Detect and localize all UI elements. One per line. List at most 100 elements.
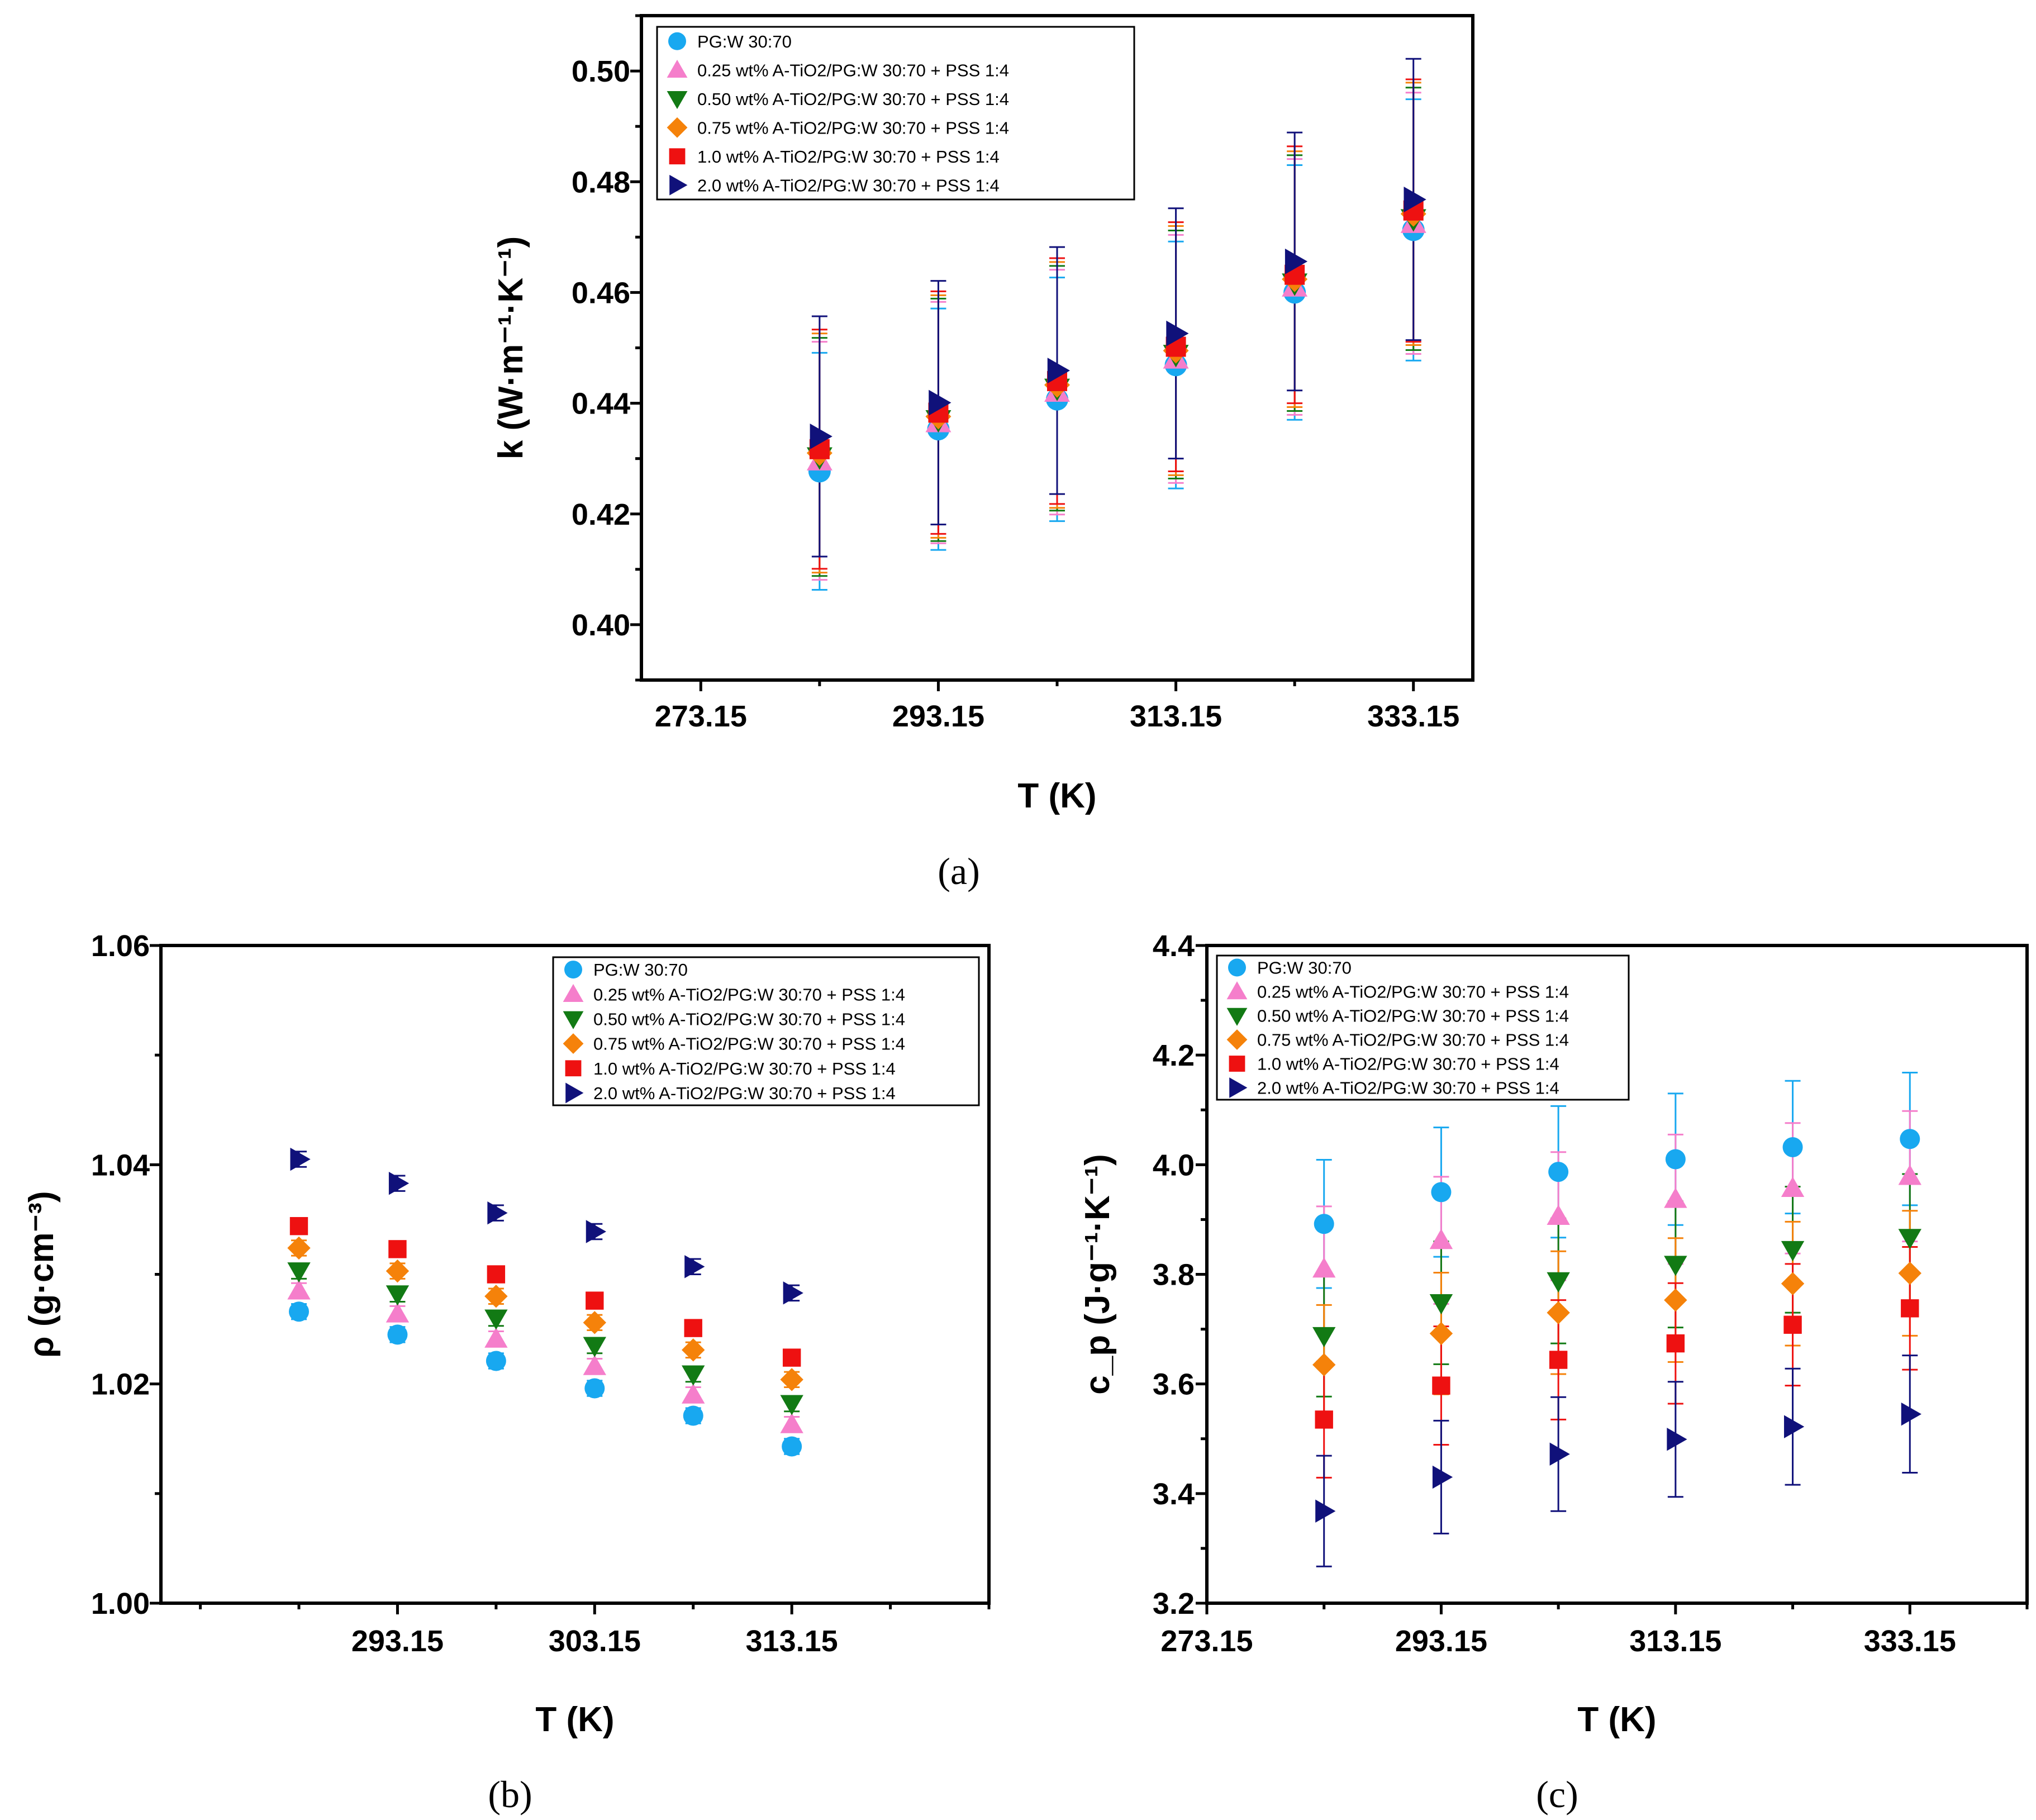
data-point	[386, 1259, 410, 1283]
series-markers-1	[1314, 1129, 1920, 1234]
series-markers-5	[809, 200, 1424, 459]
data-point	[388, 1240, 407, 1258]
legend-marker	[669, 148, 686, 165]
data-point	[783, 1281, 803, 1305]
data-point	[1547, 1272, 1570, 1292]
y-axis-title: ρ (g·cm⁻³)	[22, 1191, 61, 1357]
data-point	[484, 1309, 508, 1330]
legend-marker	[563, 1033, 584, 1054]
data-point	[1431, 1182, 1452, 1203]
data-point	[1548, 1162, 1569, 1182]
x-tick-label: 333.15	[1864, 1624, 1956, 1658]
data-point	[1315, 1499, 1336, 1523]
data-point	[1315, 1410, 1333, 1429]
data-point	[1429, 1322, 1453, 1346]
data-point	[1429, 1294, 1453, 1315]
legend-label: 0.25 wt% A-TiO2/PG:W 30:70 + PSS 1:4	[1257, 982, 1569, 1002]
legend-marker	[667, 59, 688, 78]
series-3	[1316, 1173, 1918, 1398]
data-point	[684, 1255, 705, 1279]
series-markers-3	[1312, 1229, 1921, 1348]
y-tick-label: 0.48	[572, 165, 630, 199]
y-tick-label: 1.04	[91, 1148, 150, 1182]
series-4	[1316, 1210, 1918, 1425]
legend-label: 0.50 wt% A-TiO2/PG:W 30:70 + PSS 1:4	[1257, 1006, 1569, 1026]
data-point	[1432, 1376, 1450, 1395]
series-markers-4	[287, 1236, 803, 1391]
legend-marker	[667, 91, 688, 110]
legend: PG:W 30:70 0.25 wt% A-TiO2/PG:W 30:70 + P…	[1216, 954, 1630, 1101]
y-tick-label: 0.50	[572, 55, 630, 88]
data-point	[1404, 186, 1426, 212]
data-point	[1667, 1428, 1687, 1451]
data-point	[1547, 1301, 1570, 1324]
data-point	[782, 1436, 802, 1457]
data-point	[388, 1171, 410, 1195]
data-point	[1166, 320, 1189, 346]
y-tick-label: 3.2	[1153, 1587, 1195, 1621]
data-point	[1901, 1299, 1919, 1318]
data-point	[1312, 1327, 1336, 1348]
panel-caption: (c)	[1536, 1773, 1578, 1816]
y-axis: 3.2 3.4 3.6 3.8 4.0 4.2 4.4	[1153, 929, 1207, 1621]
x-tick-label: 313.15	[746, 1624, 838, 1658]
legend-marker	[563, 983, 584, 1002]
series-markers-4	[1312, 1261, 1921, 1377]
data-point	[1665, 1149, 1686, 1170]
series-markers-4	[806, 201, 1426, 466]
series-markers-6	[1315, 1402, 1921, 1523]
data-point	[287, 1279, 311, 1300]
legend-label: 0.25 wt% A-TiO2/PG:W 30:70 + PSS 1:4	[697, 60, 1009, 80]
data-point	[1783, 1315, 1802, 1334]
data-point	[682, 1338, 705, 1362]
data-point	[586, 1220, 606, 1243]
x-axis: 273.15 293.15 313.15 333.15	[655, 680, 1459, 733]
legend-marker	[563, 1011, 584, 1029]
data-point	[780, 1368, 803, 1391]
data-point	[1312, 1353, 1336, 1377]
data-point	[1314, 1214, 1334, 1234]
data-point	[290, 1147, 311, 1171]
data-point	[584, 1378, 605, 1399]
data-point	[929, 389, 952, 416]
data-point	[1898, 1229, 1921, 1249]
data-point	[484, 1285, 508, 1308]
y-tick-label: 4.4	[1153, 929, 1195, 963]
series-markers-3	[287, 1262, 803, 1415]
y-tick-label: 3.6	[1153, 1368, 1195, 1401]
x-axis: 293.15 303.15 313.15	[199, 1603, 991, 1658]
x-tick-label: 333.15	[1367, 700, 1459, 733]
data-point	[486, 1351, 506, 1371]
legend-marker	[1229, 1077, 1248, 1098]
series-1	[1316, 1072, 1918, 1289]
data-point	[1781, 1241, 1805, 1262]
legend-label: 2.0 wt% A-TiO2/PG:W 30:70 + PSS 1:4	[593, 1084, 896, 1103]
series-markers-5	[1315, 1299, 1919, 1429]
y-tick-label: 0.44	[572, 387, 630, 421]
legend-marker	[1228, 958, 1246, 977]
y-axis-title: k (W·m⁻¹·K⁻¹)	[492, 236, 530, 459]
series-markers-6	[290, 1147, 803, 1305]
series-markers-5	[289, 1216, 801, 1367]
data-point	[1549, 1351, 1568, 1369]
data-point	[386, 1285, 410, 1306]
data-point	[583, 1337, 606, 1357]
x-tick-label: 293.15	[351, 1624, 444, 1658]
data-point	[487, 1265, 506, 1284]
y-axis: 1.00 1.02 1.04 1.06	[91, 929, 161, 1621]
y-tick-label: 1.00	[91, 1587, 150, 1621]
data-point	[1547, 1204, 1570, 1225]
legend-marker	[565, 1082, 584, 1104]
series-6	[291, 1151, 800, 1302]
data-point	[682, 1383, 705, 1404]
data-point	[780, 1413, 803, 1433]
data-point	[1666, 1334, 1685, 1353]
data-point	[287, 1262, 311, 1283]
legend-label: 2.0 wt% A-TiO2/PG:W 30:70 + PSS 1:4	[697, 175, 1000, 195]
y-axis-title: c_p (J·g⁻¹·K⁻¹)	[1078, 1154, 1117, 1395]
series-markers-2	[287, 1279, 803, 1433]
x-tick-label: 313.15	[1629, 1624, 1721, 1658]
panel-c: 273.15 293.15 313.15 333.15 3.2 3.4 3.6 3.8 4.0 4…	[1078, 929, 2029, 1816]
y-tick-label: 1.06	[91, 929, 150, 963]
